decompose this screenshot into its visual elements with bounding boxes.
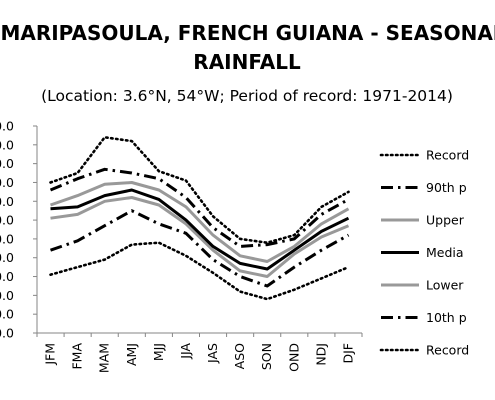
legend: Record 90th p Upper Media Lower 10th p Record — [379, 148, 469, 358]
series-line — [50, 188, 350, 271]
legend-label: Media — [426, 245, 464, 260]
x-tick-label: AMJ — [124, 343, 139, 366]
legend-label: Lower — [426, 278, 464, 293]
y-tick-label: 0.0 — [0, 156, 14, 171]
x-tick-label: ASO — [232, 343, 247, 369]
x-tick-label: MAM — [97, 343, 112, 373]
y-tick-label: 0.0 — [0, 137, 14, 152]
legend-label: Upper — [426, 213, 465, 228]
x-tick-label: OND — [286, 343, 301, 372]
x-tick-label: DJF — [340, 343, 355, 364]
x-tick-label: JJA — [178, 343, 193, 360]
y-tick-label: 0.0 — [0, 175, 14, 190]
legend-label: 10th p — [426, 310, 467, 325]
series-line — [49, 136, 350, 244]
y-tick-label: 0.0 — [0, 231, 14, 246]
series-line — [50, 209, 350, 288]
y-tick-label: 0.0 — [0, 288, 14, 303]
x-tick-label: JFM — [43, 343, 58, 366]
x-tick-label: NDJ — [313, 343, 328, 366]
series-line — [49, 241, 350, 301]
chart-subtitle: (Location: 3.6°N, 54°W; Period of record… — [41, 87, 453, 105]
x-tick-label: MJJ — [151, 343, 166, 361]
y-tick-label: 0.0 — [0, 250, 14, 265]
x-tick-label: SON — [259, 343, 274, 370]
y-tick-label: 0.0 — [0, 326, 14, 341]
x-tick-label: FMA — [70, 343, 85, 370]
y-tick-label: 0.0 — [0, 119, 14, 134]
y-tick-label: 0.0 — [0, 269, 14, 284]
plot-area: 0.0 0.0 0.0 0.0 0.0 0.0 0.0 0.0 0.0 0.0 0.0 0.0 JFM F… — [0, 119, 363, 373]
legend-label: Record — [426, 148, 469, 163]
y-tick-label: 0.0 — [0, 194, 14, 209]
series-line — [50, 181, 350, 263]
chart-title-line-2: RAINFALL — [193, 50, 301, 74]
legend-label: Record — [426, 343, 469, 358]
series-line — [50, 196, 350, 278]
chart-title-line-1: MARIPASOULA, FRENCH GUIANA - SEASONAL — [0, 21, 495, 45]
y-tick-label: 0.0 — [0, 307, 14, 322]
legend-label: 90th p — [426, 180, 467, 195]
y-tick-label: 0.0 — [0, 213, 14, 228]
x-tick-label: JAS — [205, 343, 220, 364]
series-line — [49, 167, 350, 248]
